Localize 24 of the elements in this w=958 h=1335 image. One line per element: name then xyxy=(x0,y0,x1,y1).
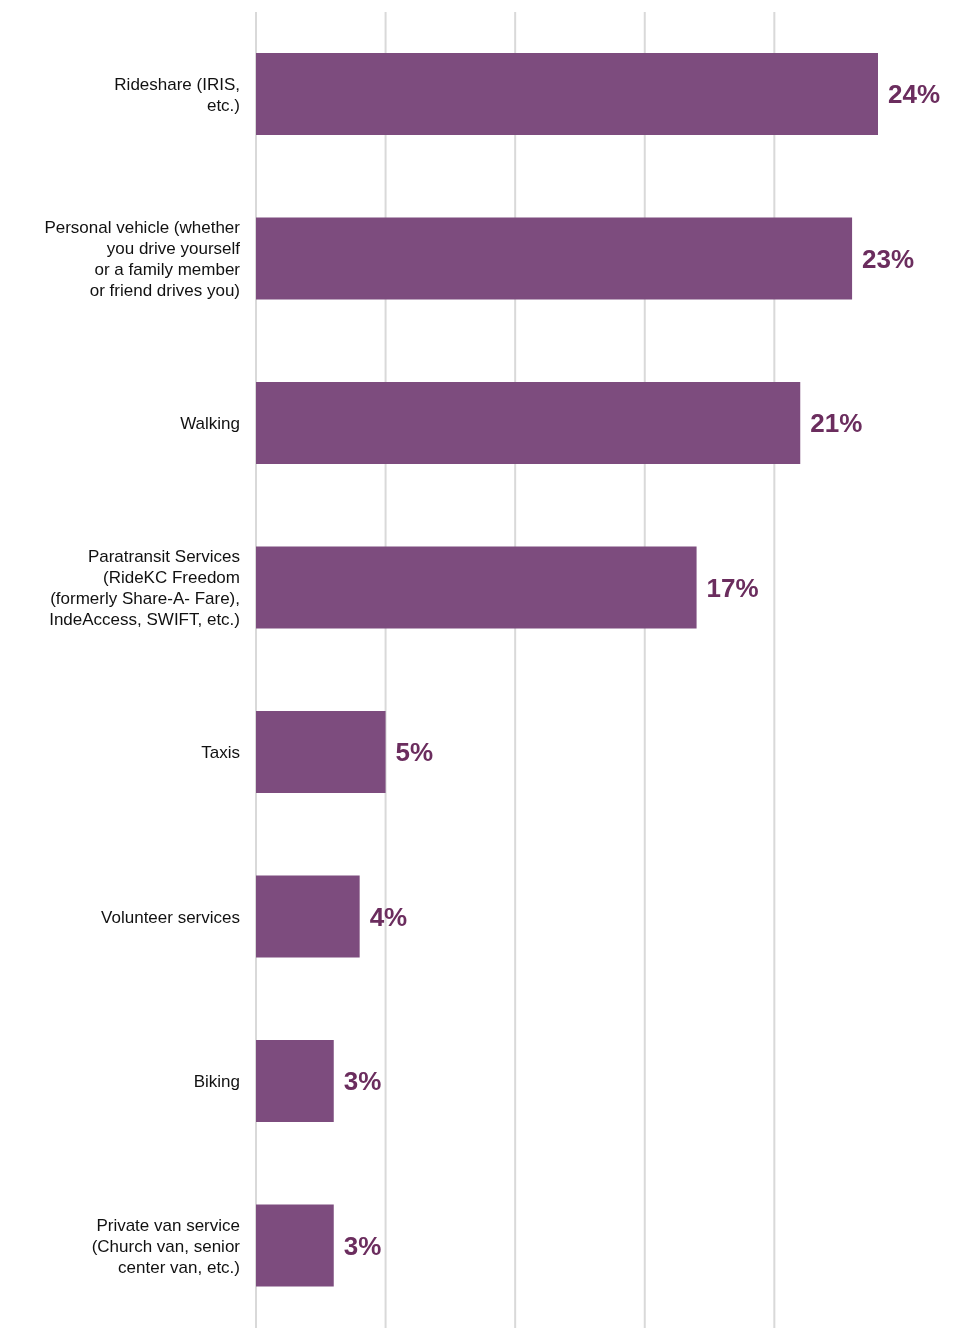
bar xyxy=(256,875,360,958)
y-tick-label: Rideshare (IRIS, etc.) xyxy=(114,74,240,115)
y-tick-label: Personal vehicle (whether you drive yourself or a family member or friend drives you) xyxy=(44,217,241,300)
y-tick-label: Volunteer services xyxy=(101,907,240,927)
bar xyxy=(256,1204,334,1287)
bar xyxy=(256,382,801,464)
bar xyxy=(256,53,878,135)
data-label: 3% xyxy=(343,1066,382,1097)
y-tick-label: Private van service (Church van, senior center van, etc.) xyxy=(91,1215,241,1277)
bar xyxy=(256,546,697,629)
data-label: 23% xyxy=(862,243,915,274)
data-label: 21% xyxy=(810,408,863,439)
data-label: 17% xyxy=(706,572,759,603)
data-label: 3% xyxy=(343,1230,382,1261)
y-tick-label: Taxis xyxy=(201,742,240,762)
data-label: 4% xyxy=(369,901,408,932)
data-label: 24% xyxy=(888,79,941,110)
bar xyxy=(256,217,853,300)
y-tick-label: Paratransit Services (RideKC Freedom (formerly Share-A- Fare), IndeAccess, SWIFT, etc.) xyxy=(49,546,240,629)
y-tick-label: Walking xyxy=(180,413,240,433)
y-tick-label: Biking xyxy=(193,1071,240,1091)
bar xyxy=(256,1040,334,1122)
bar xyxy=(256,711,386,793)
data-label: 5% xyxy=(395,737,434,768)
